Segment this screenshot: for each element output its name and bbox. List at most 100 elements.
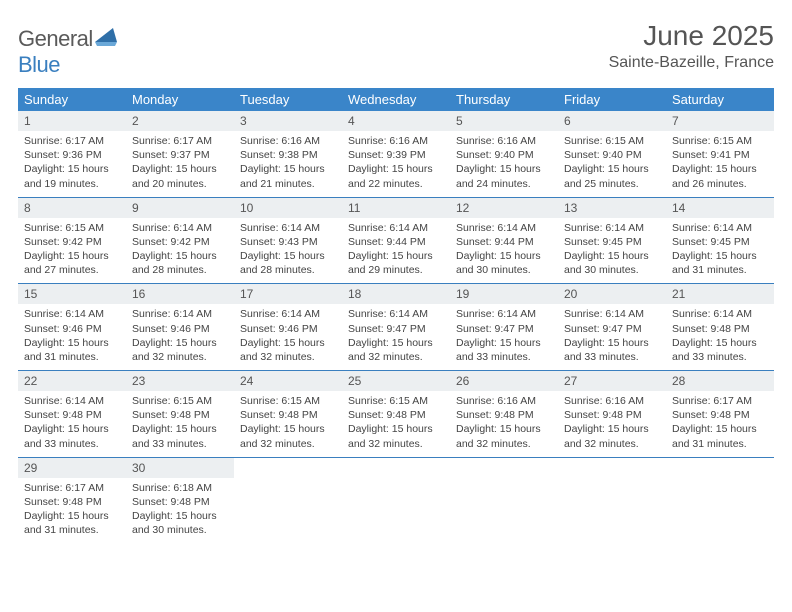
brand-text: General Blue	[18, 26, 117, 78]
weekday-header: Tuesday	[234, 88, 342, 111]
day-number: 26	[450, 371, 558, 391]
day-number: 29	[18, 458, 126, 478]
day-number: 14	[666, 198, 774, 218]
calendar-day-cell: 25Sunrise: 6:15 AMSunset: 9:48 PMDayligh…	[342, 371, 450, 458]
calendar-day-cell: 16Sunrise: 6:14 AMSunset: 9:46 PMDayligh…	[126, 284, 234, 371]
calendar-day-cell	[450, 457, 558, 543]
day-details: Sunrise: 6:15 AMSunset: 9:41 PMDaylight:…	[666, 131, 774, 197]
calendar-day-cell: 2Sunrise: 6:17 AMSunset: 9:37 PMDaylight…	[126, 111, 234, 197]
day-number: 12	[450, 198, 558, 218]
day-number: 20	[558, 284, 666, 304]
day-details: Sunrise: 6:18 AMSunset: 9:48 PMDaylight:…	[126, 478, 234, 544]
day-number: 6	[558, 111, 666, 131]
day-details: Sunrise: 6:14 AMSunset: 9:48 PMDaylight:…	[18, 391, 126, 457]
day-details: Sunrise: 6:17 AMSunset: 9:37 PMDaylight:…	[126, 131, 234, 197]
day-details: Sunrise: 6:16 AMSunset: 9:48 PMDaylight:…	[558, 391, 666, 457]
day-details: Sunrise: 6:15 AMSunset: 9:42 PMDaylight:…	[18, 218, 126, 284]
calendar-day-cell: 22Sunrise: 6:14 AMSunset: 9:48 PMDayligh…	[18, 371, 126, 458]
day-number: 30	[126, 458, 234, 478]
calendar-day-cell: 10Sunrise: 6:14 AMSunset: 9:43 PMDayligh…	[234, 197, 342, 284]
day-details: Sunrise: 6:14 AMSunset: 9:47 PMDaylight:…	[558, 304, 666, 370]
calendar-day-cell: 28Sunrise: 6:17 AMSunset: 9:48 PMDayligh…	[666, 371, 774, 458]
title-block: June 2025 Sainte-Bazeille, France	[609, 20, 774, 72]
brand-logo: General Blue	[18, 26, 117, 78]
day-number: 13	[558, 198, 666, 218]
day-details: Sunrise: 6:16 AMSunset: 9:39 PMDaylight:…	[342, 131, 450, 197]
day-number: 27	[558, 371, 666, 391]
day-number: 21	[666, 284, 774, 304]
weekday-header: Saturday	[666, 88, 774, 111]
day-number: 5	[450, 111, 558, 131]
day-details: Sunrise: 6:14 AMSunset: 9:45 PMDaylight:…	[666, 218, 774, 284]
day-number: 9	[126, 198, 234, 218]
calendar-day-cell	[666, 457, 774, 543]
calendar-day-cell: 13Sunrise: 6:14 AMSunset: 9:45 PMDayligh…	[558, 197, 666, 284]
day-number: 1	[18, 111, 126, 131]
brand-part2: Blue	[18, 52, 60, 77]
calendar-day-cell: 26Sunrise: 6:16 AMSunset: 9:48 PMDayligh…	[450, 371, 558, 458]
day-details: Sunrise: 6:15 AMSunset: 9:48 PMDaylight:…	[342, 391, 450, 457]
calendar-day-cell: 19Sunrise: 6:14 AMSunset: 9:47 PMDayligh…	[450, 284, 558, 371]
day-number: 3	[234, 111, 342, 131]
calendar-day-cell: 18Sunrise: 6:14 AMSunset: 9:47 PMDayligh…	[342, 284, 450, 371]
day-details: Sunrise: 6:14 AMSunset: 9:46 PMDaylight:…	[126, 304, 234, 370]
day-number: 4	[342, 111, 450, 131]
day-details: Sunrise: 6:17 AMSunset: 9:36 PMDaylight:…	[18, 131, 126, 197]
day-details: Sunrise: 6:14 AMSunset: 9:47 PMDaylight:…	[342, 304, 450, 370]
calendar-day-cell	[234, 457, 342, 543]
day-details: Sunrise: 6:17 AMSunset: 9:48 PMDaylight:…	[18, 478, 126, 544]
day-number: 17	[234, 284, 342, 304]
calendar-day-cell: 23Sunrise: 6:15 AMSunset: 9:48 PMDayligh…	[126, 371, 234, 458]
calendar-day-cell: 27Sunrise: 6:16 AMSunset: 9:48 PMDayligh…	[558, 371, 666, 458]
day-details: Sunrise: 6:14 AMSunset: 9:46 PMDaylight:…	[234, 304, 342, 370]
day-number: 16	[126, 284, 234, 304]
location-text: Sainte-Bazeille, France	[609, 54, 774, 72]
calendar-day-cell	[342, 457, 450, 543]
day-number: 10	[234, 198, 342, 218]
day-details: Sunrise: 6:16 AMSunset: 9:48 PMDaylight:…	[450, 391, 558, 457]
calendar-week-row: 8Sunrise: 6:15 AMSunset: 9:42 PMDaylight…	[18, 197, 774, 284]
day-details: Sunrise: 6:15 AMSunset: 9:48 PMDaylight:…	[126, 391, 234, 457]
day-details: Sunrise: 6:14 AMSunset: 9:43 PMDaylight:…	[234, 218, 342, 284]
calendar-day-cell: 14Sunrise: 6:14 AMSunset: 9:45 PMDayligh…	[666, 197, 774, 284]
page-title: June 2025	[609, 20, 774, 52]
calendar-day-cell: 17Sunrise: 6:14 AMSunset: 9:46 PMDayligh…	[234, 284, 342, 371]
day-details: Sunrise: 6:14 AMSunset: 9:47 PMDaylight:…	[450, 304, 558, 370]
calendar-day-cell: 6Sunrise: 6:15 AMSunset: 9:40 PMDaylight…	[558, 111, 666, 197]
weekday-header: Friday	[558, 88, 666, 111]
day-number: 19	[450, 284, 558, 304]
weekday-header: Monday	[126, 88, 234, 111]
calendar-day-cell: 9Sunrise: 6:14 AMSunset: 9:42 PMDaylight…	[126, 197, 234, 284]
day-number: 2	[126, 111, 234, 131]
calendar-day-cell: 24Sunrise: 6:15 AMSunset: 9:48 PMDayligh…	[234, 371, 342, 458]
day-number: 11	[342, 198, 450, 218]
calendar-day-cell: 11Sunrise: 6:14 AMSunset: 9:44 PMDayligh…	[342, 197, 450, 284]
triangle-icon	[95, 28, 117, 46]
day-details: Sunrise: 6:14 AMSunset: 9:45 PMDaylight:…	[558, 218, 666, 284]
day-details: Sunrise: 6:15 AMSunset: 9:48 PMDaylight:…	[234, 391, 342, 457]
calendar-day-cell: 1Sunrise: 6:17 AMSunset: 9:36 PMDaylight…	[18, 111, 126, 197]
day-details: Sunrise: 6:16 AMSunset: 9:38 PMDaylight:…	[234, 131, 342, 197]
day-number: 18	[342, 284, 450, 304]
weekday-header: Sunday	[18, 88, 126, 111]
calendar-day-cell: 15Sunrise: 6:14 AMSunset: 9:46 PMDayligh…	[18, 284, 126, 371]
calendar-day-cell: 4Sunrise: 6:16 AMSunset: 9:39 PMDaylight…	[342, 111, 450, 197]
day-details: Sunrise: 6:14 AMSunset: 9:44 PMDaylight:…	[342, 218, 450, 284]
calendar-day-cell: 12Sunrise: 6:14 AMSunset: 9:44 PMDayligh…	[450, 197, 558, 284]
day-number: 7	[666, 111, 774, 131]
day-number: 23	[126, 371, 234, 391]
day-details: Sunrise: 6:15 AMSunset: 9:40 PMDaylight:…	[558, 131, 666, 197]
day-number: 25	[342, 371, 450, 391]
day-details: Sunrise: 6:14 AMSunset: 9:46 PMDaylight:…	[18, 304, 126, 370]
calendar-day-cell: 20Sunrise: 6:14 AMSunset: 9:47 PMDayligh…	[558, 284, 666, 371]
calendar-table: Sunday Monday Tuesday Wednesday Thursday…	[18, 88, 774, 543]
calendar-week-row: 22Sunrise: 6:14 AMSunset: 9:48 PMDayligh…	[18, 371, 774, 458]
calendar-day-cell	[558, 457, 666, 543]
calendar-week-row: 29Sunrise: 6:17 AMSunset: 9:48 PMDayligh…	[18, 457, 774, 543]
day-details: Sunrise: 6:14 AMSunset: 9:44 PMDaylight:…	[450, 218, 558, 284]
day-number: 24	[234, 371, 342, 391]
calendar-day-cell: 29Sunrise: 6:17 AMSunset: 9:48 PMDayligh…	[18, 457, 126, 543]
calendar-week-row: 1Sunrise: 6:17 AMSunset: 9:36 PMDaylight…	[18, 111, 774, 197]
calendar-day-cell: 3Sunrise: 6:16 AMSunset: 9:38 PMDaylight…	[234, 111, 342, 197]
day-number: 8	[18, 198, 126, 218]
